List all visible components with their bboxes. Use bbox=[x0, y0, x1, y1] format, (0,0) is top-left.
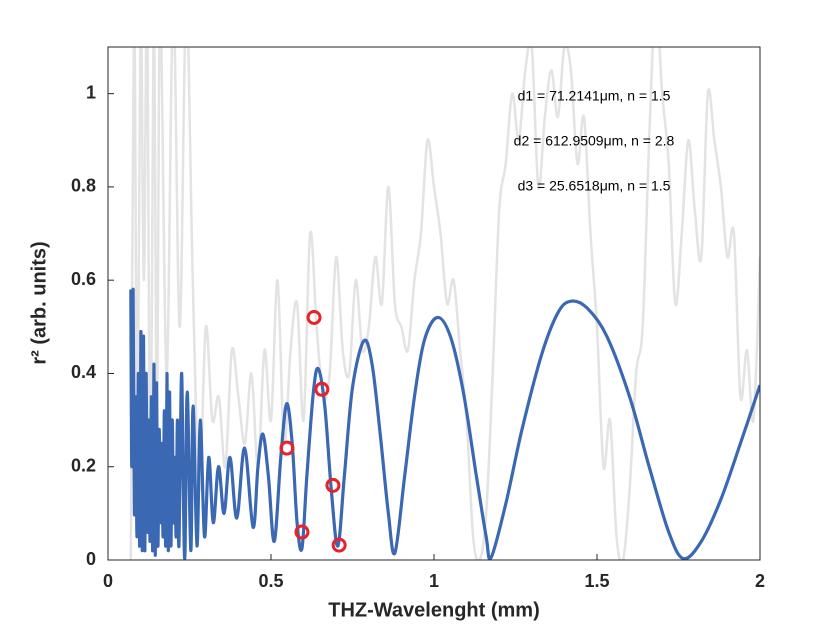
data-point bbox=[279, 440, 295, 456]
x-tick-label: 2 bbox=[755, 571, 765, 591]
y-tick-label: 0 bbox=[86, 549, 96, 569]
y-tick-label: 0.4 bbox=[71, 362, 96, 382]
data-point bbox=[325, 477, 341, 493]
x-tick-label: 0.5 bbox=[258, 571, 283, 591]
x-axis-label: THZ-Wavelenght (mm) bbox=[328, 599, 539, 621]
x-tick-label: 0 bbox=[103, 571, 113, 591]
y-tick-label: 0.6 bbox=[71, 269, 96, 289]
plot-area bbox=[129, 47, 760, 560]
data-point bbox=[306, 309, 322, 325]
data-point bbox=[331, 537, 347, 553]
annotation: d3 = 25.6518μm, n = 1.5 bbox=[518, 178, 671, 194]
data-point bbox=[314, 381, 330, 397]
annotation: d2 = 612.9509μm, n = 2.8 bbox=[514, 133, 675, 149]
annotation: d1 = 71.2141μm, n = 1.5 bbox=[518, 88, 671, 104]
y-tick-label: 0.8 bbox=[71, 176, 96, 196]
x-tick-label: 1.5 bbox=[584, 571, 609, 591]
y-axis-label: r² (arb. units) bbox=[28, 241, 50, 364]
data-line bbox=[129, 47, 760, 560]
y-tick-label: 0.2 bbox=[71, 455, 96, 475]
x-tick-label: 1 bbox=[429, 571, 439, 591]
data-line bbox=[129, 287, 760, 560]
y-tick-label: 1 bbox=[86, 82, 96, 102]
data-point bbox=[294, 524, 310, 540]
